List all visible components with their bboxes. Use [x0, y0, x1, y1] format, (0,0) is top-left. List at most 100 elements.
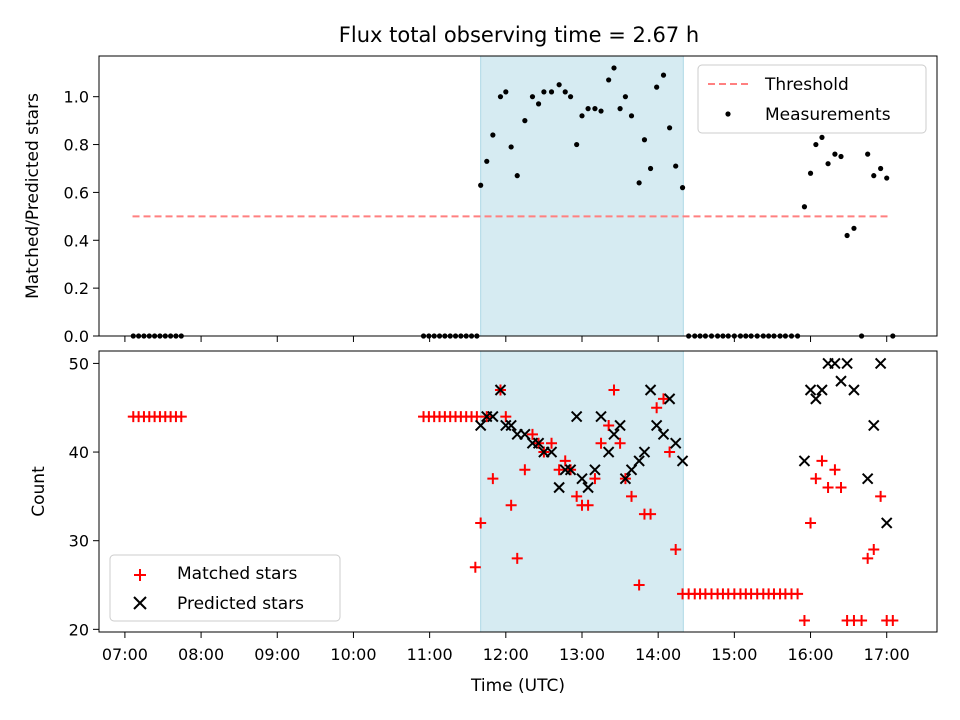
predicted-star-point — [663, 393, 676, 405]
ratio-panel: 0.0 0.2 0.4 0.6 0.8 1.0 Matched/Predicted sta… — [23, 55, 938, 346]
measurement-point — [522, 118, 528, 124]
measurement-point — [878, 165, 884, 172]
measurement-point — [667, 125, 673, 131]
count-y-axis-label: Count — [29, 466, 49, 517]
x-tick-label: 07:00 — [102, 645, 148, 664]
measurement-point — [514, 173, 520, 179]
count-legend: Matched stars Predicted stars — [109, 554, 341, 622]
matched-star-point — [798, 614, 810, 626]
matched-star-point — [595, 437, 607, 449]
predicted-star-point — [614, 419, 626, 432]
matched-star-point — [175, 411, 187, 423]
measurement-point — [844, 232, 850, 239]
predicted-star-point — [868, 419, 880, 432]
measurement-point — [490, 132, 496, 138]
measurement-point — [807, 170, 814, 176]
matched-star-point — [875, 490, 887, 502]
matched-star-point — [651, 402, 663, 414]
y-tick-label: 0.4 — [64, 231, 89, 250]
predicted-star-point — [589, 464, 601, 476]
matched-star-point — [664, 446, 676, 458]
ratio-y-ticks: 0.0 0.2 0.4 0.6 0.8 1.0 — [64, 88, 99, 346]
matched-star-point — [553, 464, 565, 476]
matched-star-point — [633, 579, 645, 591]
x-tick-label: 17:00 — [864, 645, 910, 664]
matched-star-point — [469, 561, 481, 573]
predicted-star-point — [553, 481, 565, 494]
measurement-point — [819, 134, 825, 140]
measurement-point — [535, 101, 542, 107]
measurement-point — [660, 72, 667, 78]
legend-predicted-label: Predicted stars — [177, 594, 304, 614]
observing-window-shade — [480, 350, 684, 633]
predicted-star-point — [829, 357, 841, 370]
matched-star-point — [868, 544, 880, 556]
matched-star-point — [856, 614, 868, 626]
predicted-star-point — [650, 419, 663, 432]
matched-star-point — [670, 544, 682, 556]
y-tick-label: 1.0 — [64, 88, 89, 107]
measurement-point — [606, 77, 612, 83]
matched-star-point — [589, 473, 601, 485]
measurement-point — [529, 94, 536, 100]
predicted-star-point — [816, 384, 828, 396]
x-tick-label: 11:00 — [407, 645, 453, 664]
matched-star-point — [822, 482, 834, 494]
measurement-point — [884, 175, 890, 181]
measurement-point — [574, 141, 580, 148]
predicted-star-point — [494, 384, 507, 396]
predicted-star-point — [532, 437, 545, 449]
predicted-star-point — [861, 472, 874, 485]
matched-star-point — [658, 393, 670, 405]
chart-title: Flux total observing time = 2.67 h — [339, 23, 699, 47]
count-x-ticks: 07:00 08:00 09:00 10:00 11:00 12:00 13:00 14:00… — [102, 632, 910, 664]
predicted-star-point — [644, 384, 657, 396]
matched-star-point — [626, 490, 638, 502]
predicted-star-point — [657, 428, 670, 441]
predicted-star-point — [487, 410, 499, 423]
predicted-star-point — [798, 455, 811, 467]
count-panel: 20 30 40 50 07:00 08:00 09:00 10:00 11:00 12:00 1… — [29, 350, 938, 696]
measurement-point — [598, 108, 604, 114]
y-tick-label: 20 — [69, 620, 89, 639]
predicted-star-point — [576, 472, 588, 485]
measurement-point — [503, 89, 509, 95]
predicted-star-point — [874, 357, 887, 370]
matched-star-point — [487, 473, 499, 485]
legend-predicted-swatch — [133, 596, 147, 610]
matched-star-point — [608, 384, 620, 396]
predicted-star-point — [848, 384, 860, 396]
x-tick-label: 10:00 — [330, 645, 376, 664]
legend-matched-swatch — [134, 569, 146, 581]
measurement-point — [825, 161, 831, 167]
measurement-point — [628, 113, 635, 119]
predicted-star-point — [638, 446, 651, 458]
predicted-star-point — [608, 428, 620, 441]
predicted-star-point — [505, 419, 517, 432]
legend-measurement-label: Measurements — [765, 105, 891, 125]
measurement-point — [801, 204, 808, 210]
x-tick-label: 08:00 — [178, 645, 224, 664]
matched-star-point — [645, 508, 657, 520]
matched-star-point — [810, 473, 822, 485]
y-tick-label: 30 — [69, 532, 89, 551]
measurement-point — [484, 158, 490, 164]
x-tick-label: 09:00 — [254, 645, 300, 664]
matched-star-point — [603, 419, 615, 431]
legend-matched-label: Matched stars — [177, 564, 297, 584]
matched-star-point — [862, 552, 874, 564]
ratio-y-axis-label: Matched/Predicted stars — [23, 93, 43, 299]
x-tick-label: 15:00 — [711, 645, 757, 664]
measurement-point — [478, 182, 484, 188]
matched-star-point — [526, 428, 538, 440]
matched-star-point — [887, 614, 899, 626]
measurement-point — [508, 144, 514, 150]
measurement-point — [865, 151, 871, 157]
x-tick-label: 16:00 — [787, 645, 833, 664]
x-axis-label: Time (UTC) — [470, 676, 565, 696]
count-y-ticks: 20 30 40 50 — [69, 354, 99, 639]
predicted-star-point — [595, 410, 607, 423]
predicted-star-point — [602, 446, 615, 458]
matched-star-point — [614, 437, 626, 449]
